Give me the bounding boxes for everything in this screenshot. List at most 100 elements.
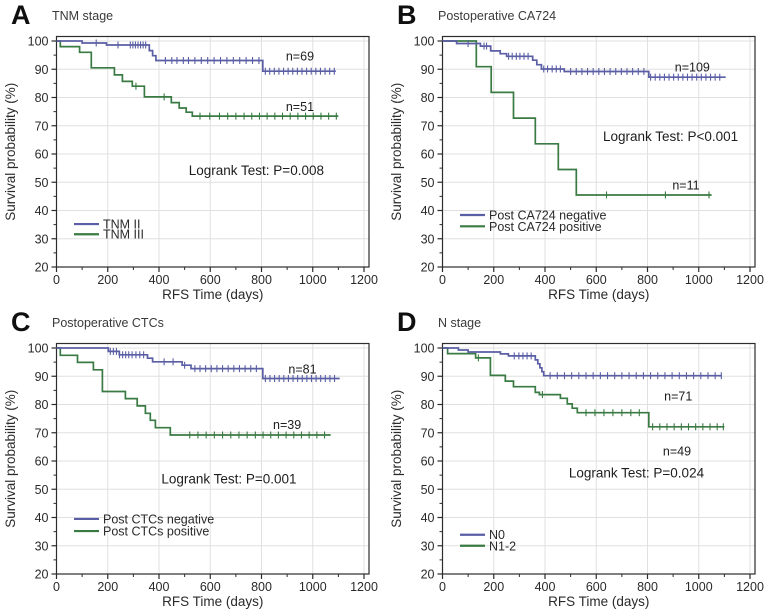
n-count-label: n=39 (273, 418, 301, 432)
y-tick-label: 100 (414, 35, 435, 49)
plot-box (441, 35, 756, 268)
x-axis-title: RFS Time (days) (548, 594, 649, 609)
y-tick-label: 60 (35, 455, 49, 469)
n-count-label: n=109 (675, 61, 710, 75)
x-tick-label: 1000 (299, 580, 327, 594)
survival-curve (56, 40, 336, 73)
x-tick-label: 200 (483, 273, 504, 287)
survival-curve (56, 40, 339, 117)
panel-letter-b: B (397, 0, 417, 30)
logrank-annotation: Logrank Test: P<0.001 (603, 129, 738, 144)
y-tick-label: 70 (35, 119, 49, 133)
y-tick-label: 20 (421, 568, 435, 582)
km-plot-postoperative-ctcs: 0 200 400 600 800 1000 1200 20 30 40 50 60 70 80 90 100… (3, 342, 378, 610)
y-tick-label: 90 (35, 370, 49, 384)
y-axis-title: Survival probability (%) (389, 390, 404, 528)
x-tick-label: 400 (149, 580, 170, 594)
x-tick-label: 800 (251, 273, 272, 287)
n-count-label: n=81 (288, 362, 316, 376)
y-tick-label: 20 (35, 568, 49, 582)
x-tick-label: 600 (586, 580, 607, 594)
legend-label: N1-2 (489, 539, 516, 553)
x-tick-label: 0 (439, 580, 446, 594)
y-tick-label: 80 (35, 91, 49, 105)
y-tick-label: 80 (421, 398, 435, 412)
x-tick-label: 1000 (685, 273, 713, 287)
y-tick-label: 70 (421, 426, 435, 440)
y-tick-label: 40 (421, 204, 435, 218)
panel-letter-c: C (11, 307, 31, 337)
y-tick-label: 30 (421, 232, 435, 246)
panel-postoperative-ctcs: 0 200 400 600 800 1000 1200 20 30 40 50 60 70 80 90 100… (0, 307, 386, 614)
panel-n-stage: 0 200 400 600 800 1000 1200 20 30 40 50 60 70 80 90 100… (386, 307, 772, 614)
x-tick-label: 0 (53, 273, 60, 287)
km-plot-n-stage: 0 200 400 600 800 1000 1200 20 30 40 50 60 70 80 90 100… (389, 342, 764, 610)
legend-label: TNM II (103, 218, 141, 232)
y-tick-label: 30 (35, 539, 49, 553)
y-tick-label: 50 (421, 176, 435, 190)
x-tick-label: 200 (483, 580, 504, 594)
x-tick-label: 1200 (736, 273, 764, 287)
x-tick-label: 800 (637, 580, 658, 594)
legend-label: N0 (489, 528, 505, 542)
y-tick-label: 30 (421, 539, 435, 553)
survival-curve (442, 347, 725, 428)
x-tick-label: 0 (439, 273, 446, 287)
x-tick-label: 1200 (350, 580, 378, 594)
legend-label: Post CTCs negative (103, 512, 214, 526)
y-tick-label: 40 (35, 204, 49, 218)
x-tick-label: 400 (149, 273, 170, 287)
plot-box (441, 342, 756, 575)
x-tick-label: 600 (200, 580, 221, 594)
y-tick-label: 50 (35, 176, 49, 190)
y-axis-title: Survival probability (%) (389, 83, 404, 221)
x-tick-label: 800 (251, 580, 272, 594)
panel-tnm-stage: 0 200 400 600 800 1000 1200 20 30 40 50 60 70 80 90 100… (0, 0, 386, 307)
y-axis-title: Survival probability (%) (3, 390, 18, 528)
y-tick-label: 80 (421, 91, 435, 105)
legend-label: Post CTCs positive (103, 525, 209, 539)
y-tick-label: 20 (35, 261, 49, 275)
x-axis-title: RFS Time (days) (162, 594, 263, 609)
x-tick-label: 200 (97, 273, 118, 287)
x-tick-label: 1000 (299, 273, 327, 287)
y-tick-label: 100 (28, 342, 49, 356)
x-tick-label: 0 (53, 580, 60, 594)
x-tick-label: 1200 (350, 273, 378, 287)
logrank-annotation: Logrank Test: P=0.024 (569, 466, 705, 481)
y-tick-label: 60 (35, 148, 49, 162)
panel-letter-a: A (11, 0, 31, 30)
x-tick-label: 1200 (736, 580, 764, 594)
x-tick-label: 400 (535, 580, 556, 594)
n-count-label: n=71 (664, 389, 692, 403)
x-tick-label: 600 (586, 273, 607, 287)
n-count-label: n=49 (663, 444, 691, 458)
y-tick-label: 20 (421, 261, 435, 275)
x-axis-title: RFS Time (days) (162, 287, 263, 302)
x-tick-label: 200 (97, 580, 118, 594)
y-tick-label: 100 (414, 342, 435, 356)
x-tick-label: 1000 (685, 580, 713, 594)
y-tick-label: 50 (35, 483, 49, 497)
plot-box (55, 342, 370, 575)
km-plot-postoperative-ca724: 0 200 400 600 800 1000 1200 20 30 40 50 60 70 80 90 100… (389, 35, 764, 303)
panel-title-postoperative-ctcs: Postoperative CTCs (52, 316, 164, 330)
legend-label: Post CA724 negative (489, 209, 606, 223)
x-tick-label: 800 (637, 273, 658, 287)
y-tick-label: 90 (35, 63, 49, 77)
x-axis-title: RFS Time (days) (548, 287, 649, 302)
panel-letter-d: D (397, 307, 417, 337)
y-tick-label: 40 (35, 511, 49, 525)
y-tick-label: 40 (421, 511, 435, 525)
y-tick-label: 90 (421, 63, 435, 77)
y-tick-label: 80 (35, 398, 49, 412)
y-tick-label: 70 (421, 119, 435, 133)
panel-title-postoperative-ca724: Postoperative CA724 (438, 9, 557, 23)
x-tick-label: 600 (200, 273, 221, 287)
y-tick-label: 90 (421, 370, 435, 384)
panel-postoperative-ca724: 0 200 400 600 800 1000 1200 20 30 40 50 60 70 80 90 100… (386, 0, 772, 307)
y-tick-label: 60 (421, 455, 435, 469)
n-count-label: n=11 (672, 179, 699, 193)
km-plot-tnm-stage: 0 200 400 600 800 1000 1200 20 30 40 50 60 70 80 90 100… (3, 35, 378, 303)
